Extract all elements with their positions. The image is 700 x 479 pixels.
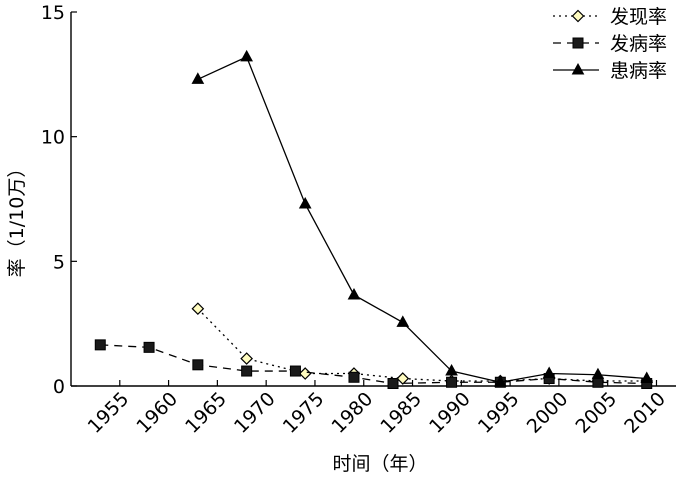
data-point <box>445 364 458 376</box>
data-point <box>298 367 312 380</box>
data-point <box>289 365 301 377</box>
x-tick-label: 1990 <box>425 388 475 438</box>
legend-marker <box>571 9 585 23</box>
data-point <box>396 315 410 327</box>
x-axis-title: 时间（年） <box>332 453 427 475</box>
x-ticks: 1955 1960 1965 1970 1975 1980 1985 1990 1995 2000… <box>84 380 670 438</box>
y-ticks: 0 5 10 15 <box>41 2 77 398</box>
data-point <box>396 372 410 385</box>
data-point <box>192 359 204 371</box>
series-1 <box>94 339 653 390</box>
legend-item: 发现率 <box>553 6 667 28</box>
legend-label: 患病率 <box>610 60 667 82</box>
y-tick-label: 5 <box>53 251 65 273</box>
x-tick-label: 1960 <box>132 388 182 438</box>
legend-marker <box>572 37 584 49</box>
y-tick-label: 0 <box>53 376 65 398</box>
data-point <box>640 371 654 384</box>
x-tick-label: 1970 <box>230 388 280 438</box>
data-point <box>241 365 253 377</box>
x-tick-label: 2000 <box>523 388 573 438</box>
legend-label: 发现率 <box>610 6 667 28</box>
x-tick-label: 1965 <box>181 388 231 438</box>
legend-item: 发病率 <box>553 33 667 55</box>
x-tick-label: 1955 <box>84 388 134 438</box>
data-point <box>143 341 155 353</box>
legend-marker <box>571 62 585 75</box>
x-tick-label: 1975 <box>279 388 329 438</box>
data-point <box>387 378 399 390</box>
x-tick-label: 2005 <box>571 388 621 438</box>
series-line-0 <box>197 308 647 382</box>
x-tick-label: 2010 <box>620 388 670 438</box>
data-point <box>347 287 361 300</box>
x-tick-label: 1995 <box>474 388 524 438</box>
data-point <box>494 375 507 387</box>
series-2 <box>191 49 654 387</box>
data-point <box>348 371 360 383</box>
data-point <box>446 376 458 388</box>
y-tick-label: 15 <box>41 2 65 24</box>
series-line-2 <box>197 56 647 383</box>
x-tick-label: 1985 <box>376 388 426 438</box>
data-point <box>240 352 253 365</box>
data-point <box>542 366 556 379</box>
axes <box>70 12 676 387</box>
data-point <box>240 49 253 62</box>
data-point <box>591 367 605 380</box>
series <box>94 49 654 390</box>
data-point <box>191 302 205 316</box>
legend-item: 患病率 <box>553 60 667 82</box>
x-tick-label: 1980 <box>328 388 378 438</box>
legend-label: 发病率 <box>610 33 667 55</box>
data-point <box>191 72 205 84</box>
y-axis-title: 率（1/10万） <box>6 159 28 278</box>
data-point <box>298 196 312 209</box>
data-point <box>94 339 106 351</box>
series-line-1 <box>100 344 647 385</box>
y-tick-label: 10 <box>41 127 65 149</box>
